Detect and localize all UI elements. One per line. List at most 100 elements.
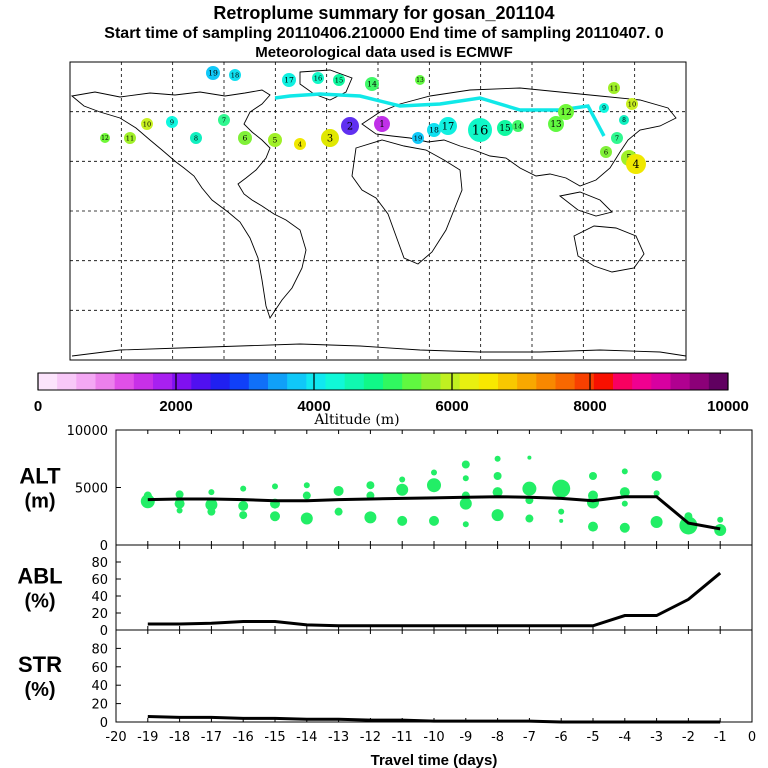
x-tick-label: -13 (328, 730, 349, 745)
colorbar-tick-label: 8000 (573, 398, 606, 415)
plume-day-bubble (294, 138, 306, 150)
altitude-point (462, 521, 469, 528)
altitude-point (366, 481, 375, 490)
series-line-alt (147, 495, 721, 531)
altitude-point (653, 490, 660, 497)
plume-day-label: 18 (429, 126, 439, 135)
altitude-point (208, 489, 215, 496)
plume-day-marker: 5 (268, 133, 282, 147)
plume-day-marker: 18 (427, 123, 441, 137)
altitude-point (717, 516, 724, 523)
colorbar-cell (670, 373, 691, 390)
y-tick-label: 0 (100, 716, 108, 731)
plume-day-marker: 13 (548, 116, 564, 132)
colorbar-cell (632, 373, 652, 390)
plume-day-label: 14 (514, 122, 522, 130)
colorbar-cell (651, 373, 671, 390)
plume-day-marker: 7 (611, 132, 623, 144)
plume-day-bubble (365, 77, 379, 91)
series-line-abl (147, 571, 722, 628)
y-tick-label: 80 (91, 556, 108, 571)
altitude-point (303, 482, 310, 489)
plume-day-bubble (282, 73, 296, 87)
altitude-point (619, 487, 630, 498)
altitude-point (494, 455, 501, 462)
x-tick-label: -2 (682, 730, 695, 745)
plume-day-bubble (439, 117, 457, 135)
meteorology-note: Meteorological data used is ECMWF (255, 44, 513, 61)
x-tick-label: -3 (650, 730, 663, 745)
colorbar-cell (76, 373, 96, 390)
plume-day-label: 10 (143, 120, 151, 128)
plume-day-label: 4 (298, 140, 302, 148)
colorbar-cell (325, 373, 346, 390)
plume-day-label: 19 (414, 134, 422, 142)
plume-day-marker: 17 (282, 73, 296, 87)
y-tick-label: 60 (91, 573, 108, 588)
altitude-point (143, 491, 152, 500)
plume-day-bubble (206, 66, 220, 80)
colorbar-cell (536, 373, 556, 390)
altitude-point (459, 497, 472, 510)
colorbar-cell (363, 373, 384, 390)
plume-day-marker: 9 (166, 116, 178, 128)
plume-day-marker: 3 (321, 129, 339, 147)
x-tick-label: 0 (748, 730, 756, 745)
colorbar-cell (133, 373, 154, 390)
y-tick-label: 5000 (75, 482, 108, 497)
colorbar-cell (191, 373, 211, 390)
x-tick-label: -16 (233, 730, 254, 745)
colorbar-cell (114, 373, 135, 390)
plume-day-label: 10 (628, 100, 636, 108)
x-tick-label: -4 (618, 730, 631, 745)
plume-day-marker: 12 (558, 104, 574, 120)
altitude-point (621, 468, 628, 475)
plume-day-marker: 15 (497, 120, 513, 136)
panel-alt: 10000 5000 0 ALT(m) (19, 424, 753, 554)
plume-day-label: 9 (170, 118, 174, 126)
plume-day-bubble (599, 103, 609, 113)
x-tick-label: -7 (523, 730, 536, 745)
altitude-point (333, 485, 344, 496)
altitude-point (431, 469, 437, 476)
plume-day-label: 7 (615, 134, 619, 142)
plume-day-marker: 16 (312, 72, 324, 84)
plume-day-bubble (412, 132, 424, 144)
plume-day-bubble (626, 154, 646, 174)
indonesia-coastline (558, 191, 613, 217)
altitude-point (492, 487, 503, 498)
altitude-point (176, 507, 183, 514)
plume-day-label: 17 (284, 76, 294, 85)
colorbar-cell (95, 373, 116, 390)
plume-day-bubble (374, 116, 390, 132)
colorbar-cell (517, 373, 537, 390)
panel-yunit: (%) (24, 591, 55, 613)
x-tick-label: -14 (296, 730, 317, 745)
x-tick-label: -15 (264, 730, 285, 745)
colorbar-tick-label: 0 (34, 398, 42, 415)
altitude-point (558, 508, 565, 515)
x-tick-label: -8 (491, 730, 504, 745)
plume-day-label: 11 (610, 84, 618, 92)
altitude-point (552, 479, 571, 498)
plume-day-bubble (229, 69, 241, 81)
colorbar-tick-label: 2000 (159, 398, 192, 415)
plume-day-label: 13 (416, 77, 424, 84)
colorbar-cell (306, 373, 326, 390)
plume-day-marker: 10 (141, 118, 153, 130)
x-tick-label: -10 (423, 730, 444, 745)
plume-day-bubble (341, 117, 359, 135)
colorbar-cell (344, 373, 365, 390)
plume-day-label: 8 (622, 117, 626, 124)
y-tick-label: 20 (91, 698, 108, 713)
x-tick-label: -9 (459, 730, 472, 745)
plume-day-label: 3 (327, 133, 333, 144)
colorbar-cell (172, 373, 192, 390)
colorbar-tick-label: 6000 (435, 398, 468, 415)
americas-coastline (70, 89, 307, 320)
colorbar-ticks: 0 2000 4000 6000 8000 10000 (34, 373, 749, 415)
altitude-point (399, 476, 406, 483)
plume-day-marker: 4 (294, 138, 306, 150)
y-tick-label: 80 (91, 642, 108, 657)
